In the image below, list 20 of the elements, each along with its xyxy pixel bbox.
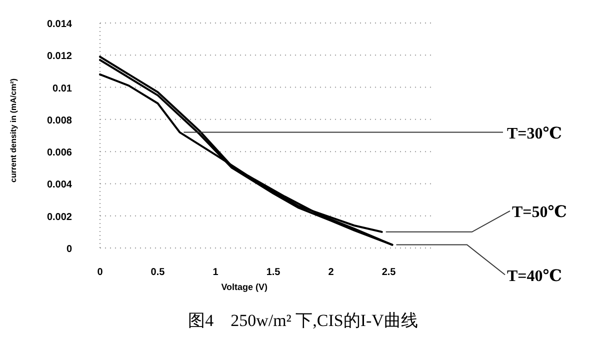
x-tick-label: 2.5 (382, 267, 396, 278)
x-axis-title: Voltage (V) (221, 282, 268, 292)
y-tick-label: 0.01 (52, 83, 72, 94)
y-tick-label: 0.012 (46, 51, 72, 62)
annotation: T=30℃ (507, 125, 562, 142)
y-tick-label: 0.008 (46, 115, 72, 126)
x-tick-label: 2 (328, 267, 334, 278)
x-tick-label: 1.5 (266, 267, 281, 278)
caption: 图4 250w/m² 下,CIS的I-V曲线 (188, 311, 418, 330)
y-tick-label: 0.006 (46, 148, 72, 159)
y-axis-title: current density in (mA/cm²) (9, 78, 18, 183)
y-tick-label: 0.014 (46, 19, 72, 30)
annotation: T=50℃ (512, 204, 567, 221)
y-tick-label: 0 (66, 244, 72, 255)
y-tick-label: 0.004 (46, 180, 72, 191)
x-tick-label: 0.5 (150, 267, 166, 278)
x-tick-label: 0 (97, 267, 104, 278)
y-tick-label: 0.002 (46, 212, 72, 223)
annotation: T=40℃ (507, 268, 562, 285)
x-tick-label: 1 (212, 267, 219, 278)
